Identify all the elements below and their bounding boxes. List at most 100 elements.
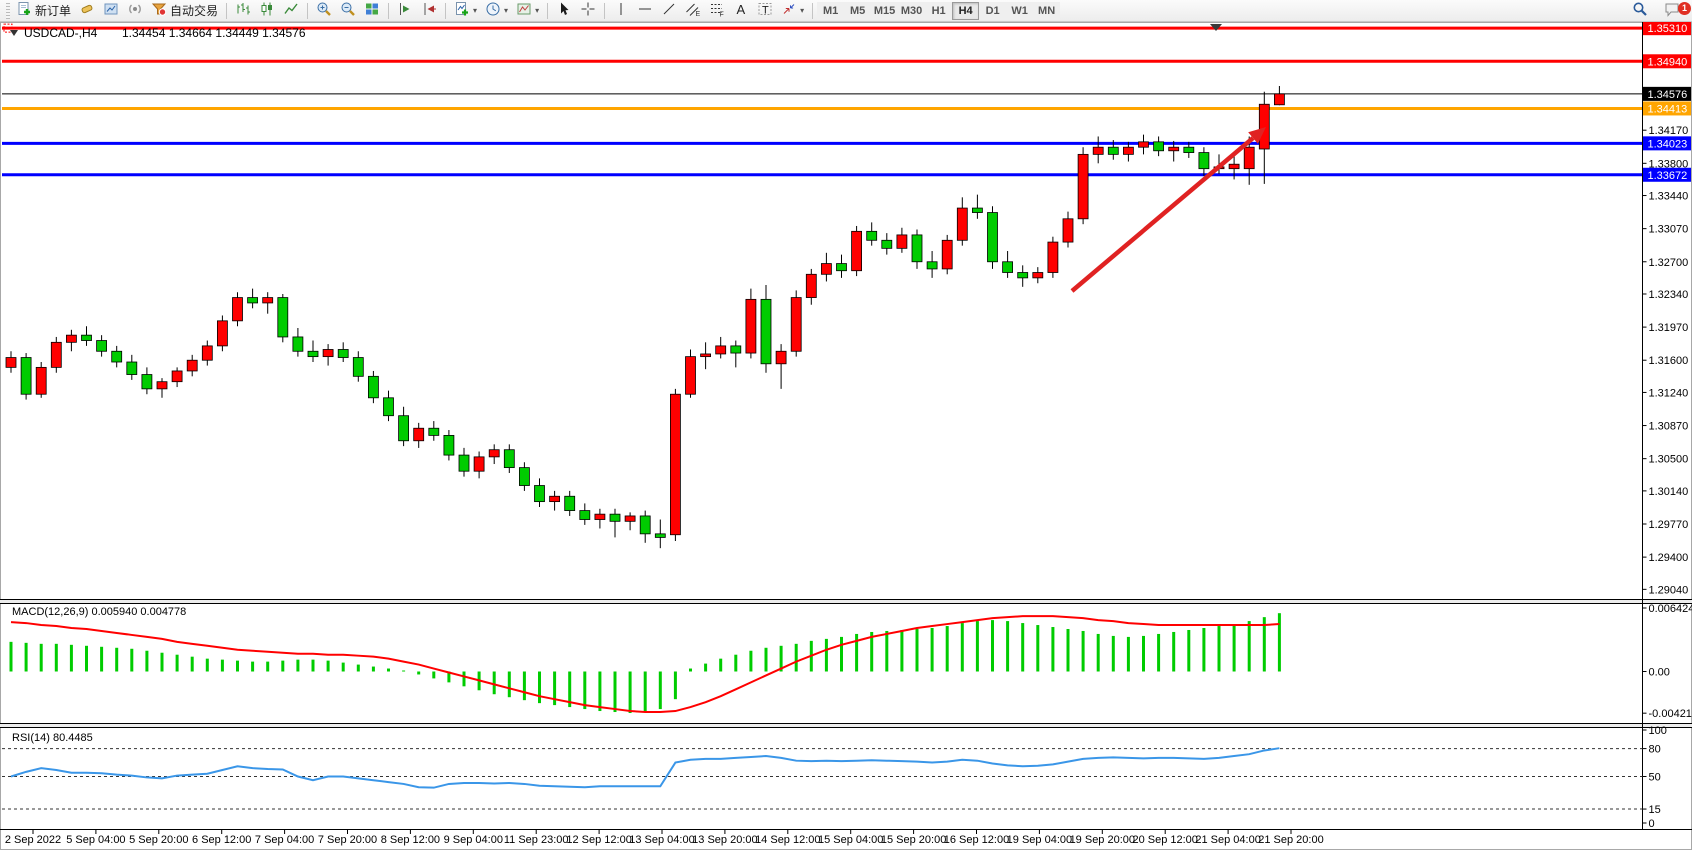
toolbar-grip[interactable] bbox=[6, 2, 10, 19]
candle-body bbox=[1198, 152, 1210, 170]
horizontal-line-button[interactable] bbox=[634, 1, 656, 21]
macd-histogram-bar bbox=[704, 663, 708, 672]
macd-histogram-bar bbox=[130, 648, 134, 672]
candle-body bbox=[730, 345, 742, 354]
autotrading-icon bbox=[151, 1, 167, 20]
rsi-axis-label: 50 bbox=[1649, 772, 1661, 784]
candle-body bbox=[66, 334, 77, 343]
price-tick-label: 1.31970 bbox=[1649, 322, 1689, 334]
chart-shift-button[interactable] bbox=[418, 1, 440, 21]
timeframe-M15[interactable]: M15 bbox=[871, 1, 899, 20]
cursor-button[interactable] bbox=[553, 1, 575, 21]
macd-label: MACD(12,26,9) 0.005940 0.004778 bbox=[12, 606, 186, 618]
macd-axis-label: 0.00 bbox=[1649, 667, 1670, 679]
timeframe-M1[interactable]: M1 bbox=[817, 1, 845, 20]
timeframe-MN[interactable]: MN bbox=[1033, 1, 1061, 20]
tile-windows-button[interactable] bbox=[361, 1, 383, 21]
price-tick-label: 1.31600 bbox=[1649, 355, 1689, 367]
macd-histogram-bar bbox=[1202, 628, 1206, 672]
time-axis-label: 13 Sep 20:00 bbox=[692, 834, 757, 846]
macd-histogram-bar bbox=[764, 647, 768, 672]
crosshair-button[interactable] bbox=[577, 1, 599, 21]
macd-histogram-bar bbox=[960, 623, 964, 672]
candle bbox=[473, 451, 485, 479]
market-watch-button[interactable] bbox=[76, 1, 98, 21]
timeframe-M5[interactable]: M5 bbox=[844, 1, 872, 20]
indicators-button[interactable]: ▾ bbox=[451, 1, 480, 21]
arrows-button[interactable]: ▾ bbox=[778, 1, 807, 21]
symbol-dropdown-icon[interactable] bbox=[10, 30, 18, 36]
price-badge: 1.34576 bbox=[1643, 86, 1691, 101]
macd-histogram-bar bbox=[1277, 613, 1281, 672]
bar-chart-icon bbox=[235, 1, 251, 20]
candle bbox=[171, 367, 183, 388]
timeframe-H4[interactable]: H4 bbox=[952, 1, 980, 20]
candlestick-button[interactable] bbox=[256, 1, 278, 21]
candle-body bbox=[1274, 93, 1285, 106]
text-label-button[interactable]: T bbox=[754, 1, 776, 21]
chart-shift-marker[interactable] bbox=[1210, 24, 1222, 31]
text-button[interactable]: A bbox=[730, 1, 752, 21]
auto-scroll-button[interactable] bbox=[394, 1, 416, 21]
market-watch-icon bbox=[79, 1, 95, 20]
candle bbox=[186, 354, 198, 377]
candle-body bbox=[1243, 146, 1255, 170]
candle-body bbox=[881, 239, 893, 249]
panel-divider[interactable] bbox=[0, 599, 1692, 604]
timeframe-W1[interactable]: W1 bbox=[1006, 1, 1034, 20]
price-badge-label: 1.34940 bbox=[1648, 56, 1688, 68]
timeframe-M30[interactable]: M30 bbox=[898, 1, 926, 20]
periods-button[interactable]: ▾ bbox=[482, 1, 511, 21]
price-badge: 1.34023 bbox=[1643, 136, 1691, 151]
hline-anchor-handle[interactable] bbox=[3, 23, 13, 33]
candle-body bbox=[1123, 146, 1134, 155]
bar-chart-button[interactable] bbox=[232, 1, 254, 21]
timeframe-H1[interactable]: H1 bbox=[925, 1, 953, 20]
candle-body bbox=[549, 495, 560, 503]
zoom-in-button[interactable] bbox=[313, 1, 335, 21]
candle bbox=[488, 444, 500, 465]
candle-body bbox=[745, 298, 757, 354]
equidistant-channel-button[interactable]: E bbox=[682, 1, 704, 21]
time-axis-label: 7 Sep 20:00 bbox=[318, 834, 377, 846]
candlestick-icon bbox=[259, 1, 275, 20]
zoom-out-button[interactable] bbox=[337, 1, 359, 21]
trend-arrow[interactable] bbox=[1070, 127, 1266, 293]
candle bbox=[594, 508, 606, 529]
candle-body bbox=[443, 434, 455, 456]
macd-histogram-bar bbox=[915, 628, 919, 672]
candle-body bbox=[201, 345, 213, 361]
vertical-line-button[interactable] bbox=[610, 1, 632, 21]
candle bbox=[956, 197, 968, 246]
timeframe-D1[interactable]: D1 bbox=[979, 1, 1007, 20]
trendline-button[interactable] bbox=[658, 1, 680, 21]
auto-scroll-icon bbox=[397, 1, 413, 20]
candle bbox=[896, 227, 908, 253]
templates-button[interactable]: ▾ bbox=[513, 1, 542, 21]
search-button[interactable] bbox=[1629, 1, 1651, 21]
fibonacci-button[interactable]: F bbox=[706, 1, 728, 21]
time-axis-label: 12 Sep 12:00 bbox=[566, 834, 631, 846]
candle-body bbox=[1032, 272, 1044, 279]
chart-title-symbol: USDCAD-,H4 bbox=[24, 26, 98, 40]
data-window-button[interactable] bbox=[100, 1, 122, 21]
macd-histogram-bar bbox=[281, 660, 285, 672]
macd-histogram-bar bbox=[24, 642, 28, 672]
candle-body bbox=[715, 345, 727, 355]
candle-body bbox=[775, 350, 787, 365]
toolbar-separator bbox=[226, 2, 228, 19]
new-order-button[interactable]: 新订单 bbox=[13, 1, 74, 21]
chart-window-frame bbox=[0, 22, 1692, 850]
signals-button[interactable] bbox=[124, 1, 146, 21]
panel-divider[interactable] bbox=[0, 723, 1692, 728]
text-icon: A bbox=[733, 1, 749, 20]
search-icon bbox=[1632, 1, 1648, 20]
price-badge: 1.33672 bbox=[1643, 167, 1691, 182]
candle bbox=[730, 340, 742, 368]
macd-histogram-bar bbox=[1247, 621, 1251, 672]
autotrading-button[interactable]: 自动交易 bbox=[148, 1, 221, 21]
macd-histogram-bar bbox=[840, 636, 843, 672]
line-chart-button[interactable] bbox=[280, 1, 302, 21]
candle-body bbox=[1228, 163, 1240, 170]
